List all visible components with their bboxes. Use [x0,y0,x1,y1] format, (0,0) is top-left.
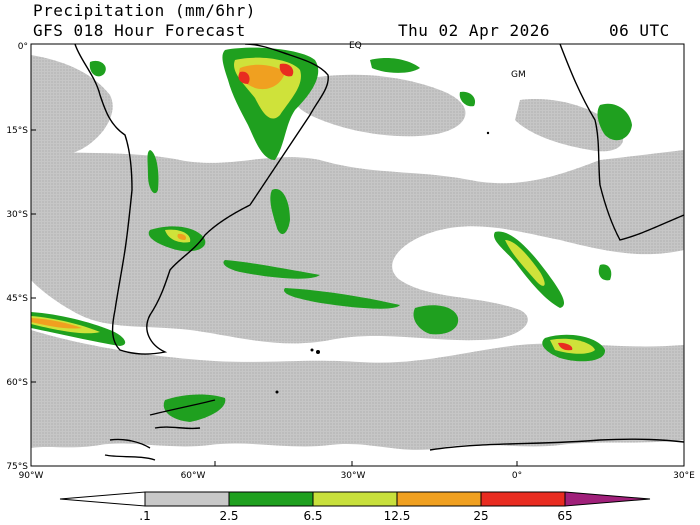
subtitle: GFS 018 Hour Forecast [33,21,246,40]
colorbar-segment-1 [144,491,230,507]
forecast-date: Thu 02 Apr 2026 [398,21,550,40]
colorbar-tick-5: 65 [557,509,573,523]
colorbar-tick-3: 12.5 [383,509,411,523]
map-frame [30,43,685,467]
colorbar-tick-2: 6.5 [303,509,323,523]
colorbar-segment-2 [228,491,314,507]
lon-label-60w: 60°W [181,471,206,481]
intense-precip-cores [31,63,573,351]
colorbar-segment-6 [564,491,651,507]
lat-ticks [31,129,518,466]
title: Precipitation (mm/6hr) [33,1,256,20]
islands [275,131,490,394]
colorbar-segment-3 [312,491,398,507]
forecast-time: 06 UTC [609,21,670,40]
lat-label-0: 0° [18,42,28,52]
lon-label-30e: 30°E [673,471,695,481]
lat-label-75s: 75°S [6,462,28,472]
colorbar-segment-4 [396,491,482,507]
colorbar-tick-0: .1 [139,509,151,523]
colorbar [59,491,651,507]
lon-label-0: 0° [512,471,522,481]
lon-label-90w: 90°W [19,471,44,481]
lat-label-15s: 15°S [6,126,28,136]
equator-label: EQ [349,41,362,51]
lat-label-30s: 30°S [6,210,28,220]
lat-label-45s: 45°S [6,294,28,304]
colorbar-segment-5 [480,491,566,507]
coastlines [74,44,684,461]
colorbar-segment-0 [59,491,146,507]
lat-label-60s: 60°S [6,378,28,388]
colorbar-tick-4: 25 [473,509,489,523]
lon-label-30w: 30°W [341,471,366,481]
greenwich-label: GM [511,70,526,80]
colorbar-tick-1: 2.5 [219,509,239,523]
